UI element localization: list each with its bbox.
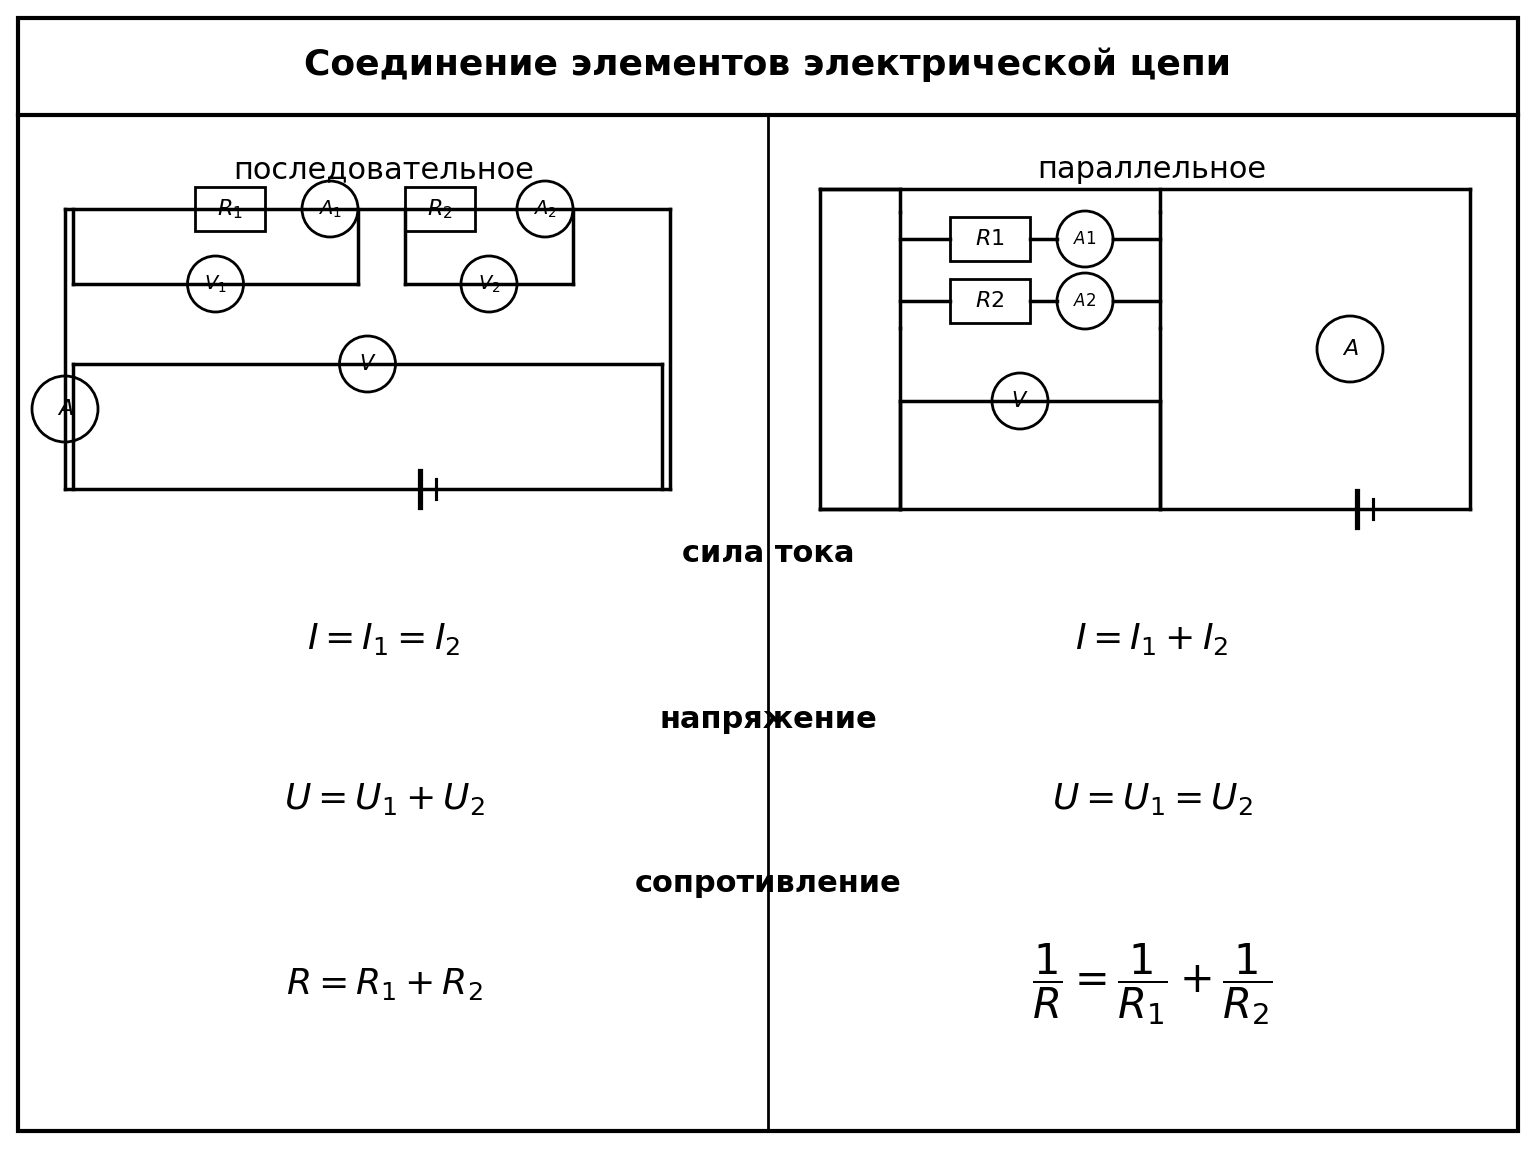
- Circle shape: [1316, 316, 1382, 381]
- Text: $A$: $A$: [1341, 339, 1358, 358]
- Text: сопротивление: сопротивление: [634, 870, 902, 899]
- Circle shape: [461, 256, 518, 313]
- Text: $V_2$: $V_2$: [478, 273, 501, 294]
- Text: $U = U_1 = U_2$: $U = U_1 = U_2$: [1052, 781, 1252, 817]
- Text: $I = I_1 + I_2$: $I = I_1 + I_2$: [1075, 620, 1229, 657]
- Circle shape: [303, 182, 358, 237]
- Bar: [406, 187, 475, 231]
- Text: $A1$: $A1$: [1074, 230, 1097, 248]
- Text: $U = U_1 + U_2$: $U = U_1 + U_2$: [284, 781, 484, 817]
- Text: $R_2$: $R_2$: [427, 198, 453, 221]
- Text: $I = I_1 = I_2$: $I = I_1 = I_2$: [307, 620, 461, 657]
- Circle shape: [32, 376, 98, 442]
- Bar: [195, 187, 266, 231]
- Text: $V$: $V$: [359, 354, 376, 375]
- Text: $\dfrac{1}{R} = \dfrac{1}{R_1} + \dfrac{1}{R_2}$: $\dfrac{1}{R} = \dfrac{1}{R_1} + \dfrac{…: [1032, 941, 1272, 1027]
- Text: $R_1$: $R_1$: [217, 198, 243, 221]
- Text: $R1$: $R1$: [975, 229, 1005, 249]
- Bar: [949, 217, 1031, 261]
- Circle shape: [339, 336, 395, 392]
- Text: $V_1$: $V_1$: [204, 273, 227, 294]
- Text: $A2$: $A2$: [1074, 292, 1097, 310]
- Text: $A_1$: $A_1$: [318, 199, 343, 219]
- Text: $V$: $V$: [1011, 391, 1029, 411]
- Bar: [949, 279, 1031, 323]
- Text: $A_2$: $A_2$: [533, 199, 558, 219]
- Circle shape: [1057, 211, 1114, 267]
- Text: параллельное: параллельное: [1037, 155, 1267, 185]
- Text: Соединение элементов электрической цепи: Соединение элементов электрической цепи: [304, 48, 1232, 83]
- Text: последовательное: последовательное: [233, 155, 535, 185]
- Circle shape: [992, 373, 1048, 429]
- Text: $R2$: $R2$: [975, 291, 1005, 311]
- Circle shape: [518, 182, 573, 237]
- Text: $R = R_1 + R_2$: $R = R_1 + R_2$: [286, 966, 482, 1002]
- Text: напряжение: напряжение: [659, 704, 877, 733]
- Circle shape: [187, 256, 244, 313]
- Text: сила тока: сила тока: [682, 540, 854, 569]
- Circle shape: [1057, 273, 1114, 329]
- Text: $A$: $A$: [57, 399, 74, 419]
